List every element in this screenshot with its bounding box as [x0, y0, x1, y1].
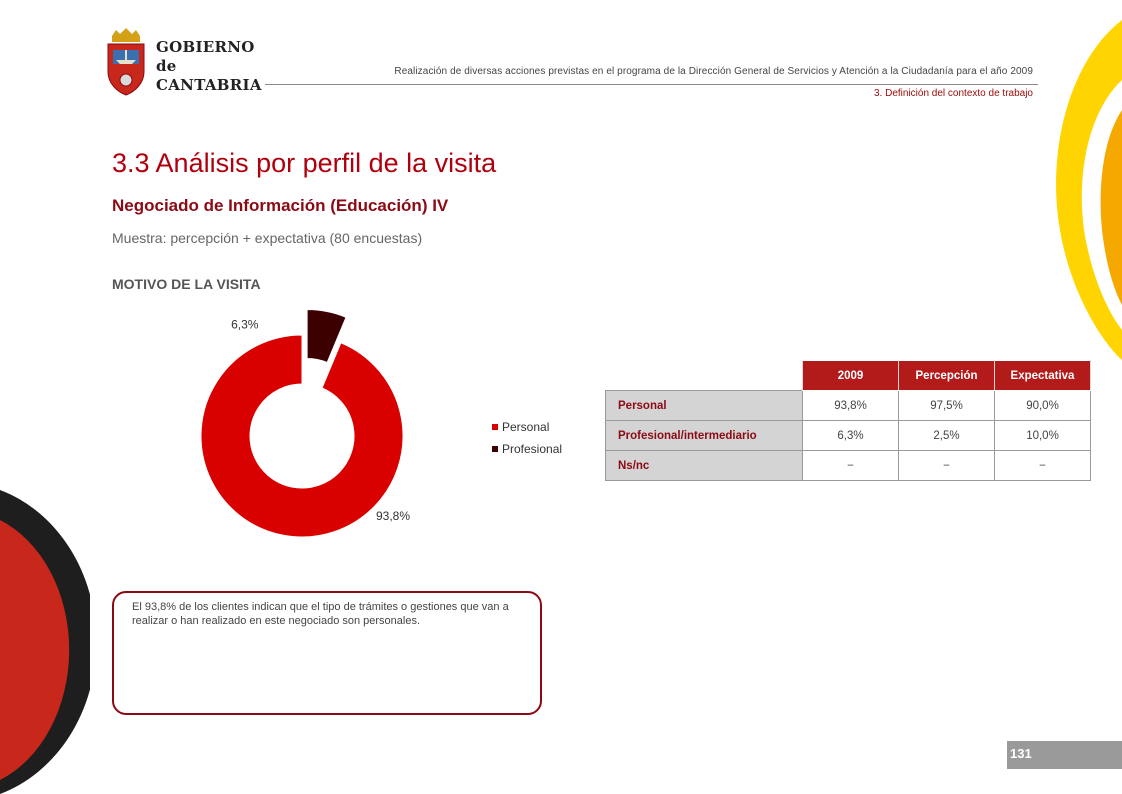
row-label: Personal — [605, 390, 803, 421]
data-label-personal: 93,8% — [376, 509, 410, 523]
table-cell: 10,0% — [994, 420, 1091, 451]
section-heading: MOTIVO DE LA VISITA — [112, 276, 261, 292]
donut-slice-profesional — [306, 309, 347, 364]
page-number: 131 — [1010, 746, 1032, 761]
page-title: 3.3 Análisis por perfil de la visita — [112, 148, 497, 178]
page-subtitle: Negociado de Información (Educación) IV — [112, 196, 449, 215]
table-row: Ns/nc − − − — [605, 450, 1091, 481]
sample-description: Muestra: percepción + expectativa (80 en… — [112, 230, 423, 246]
donut-chart: 6,3% 93,8% — [200, 309, 410, 538]
row-label: Ns/nc — [605, 450, 803, 481]
table-cell: 90,0% — [994, 390, 1091, 421]
chart-legend: Personal Profesional — [492, 416, 562, 460]
summary-note: El 93,8% de los clientes indican que el … — [112, 591, 542, 715]
column-header-percepcion: Percepción — [898, 360, 995, 391]
header-divider — [265, 84, 1038, 85]
legend-label-profesional: Profesional — [502, 442, 563, 456]
table-header-row: 2009 Percepción Expectativa — [605, 360, 1091, 391]
row-label: Profesional/intermediario — [605, 420, 803, 451]
decorative-left-arc — [0, 490, 90, 794]
table-cell: − — [898, 450, 995, 481]
legend-item-profesional: Profesional — [492, 438, 562, 460]
table-cell: 97,5% — [898, 390, 995, 421]
data-label-profesional: 6,3% — [231, 318, 259, 332]
logo-text: GOBIERNO de CANTABRIA — [156, 38, 262, 94]
legend-swatch-profesional — [492, 446, 498, 452]
document-header-title: Realización de diversas acciones previst… — [394, 66, 1033, 77]
table-row: Profesional/intermediario 6,3% 2,5% 10,0… — [605, 420, 1091, 451]
table-cell: − — [802, 450, 899, 481]
results-table: 2009 Percepción Expectativa Personal 93,… — [605, 360, 1091, 481]
coat-of-arms-icon — [107, 28, 145, 96]
legend-item-personal: Personal — [492, 416, 562, 438]
decorative-right-arc — [1056, 20, 1122, 360]
page-number-bar — [1007, 741, 1122, 769]
table-row: Personal 93,8% 97,5% 90,0% — [605, 390, 1091, 421]
table-cell: 6,3% — [802, 420, 899, 451]
donut-slice-personal — [200, 334, 404, 538]
table-cell: − — [994, 450, 1091, 481]
legend-swatch-personal — [492, 424, 498, 430]
table-corner-cell — [605, 360, 803, 391]
column-header-expectativa: Expectativa — [994, 360, 1091, 391]
document-section-label: 3. Definición del contexto de trabajo — [874, 88, 1033, 99]
legend-label-personal: Personal — [502, 420, 550, 434]
table-cell: 93,8% — [802, 390, 899, 421]
column-header-2009: 2009 — [802, 360, 899, 391]
table-cell: 2,5% — [898, 420, 995, 451]
